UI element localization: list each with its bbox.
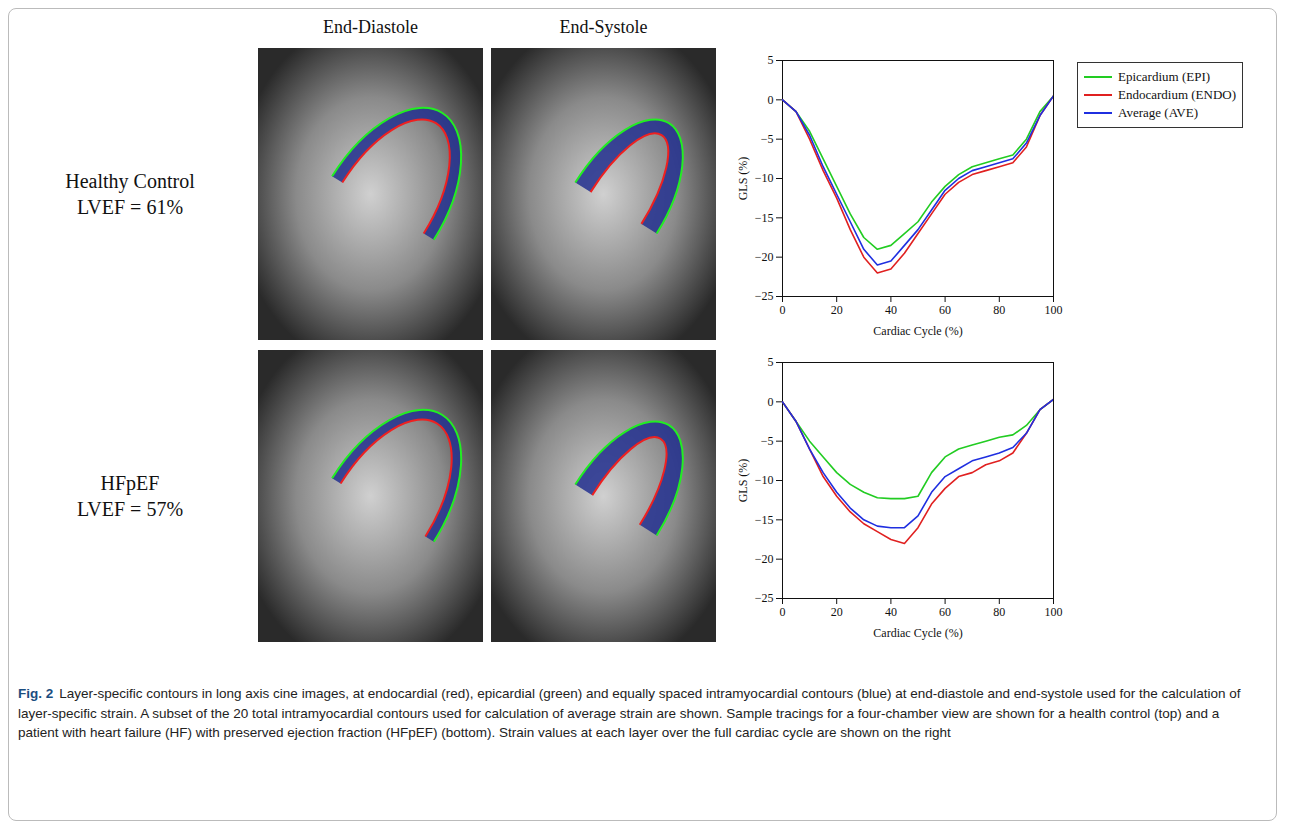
html-text:LVEF = 61%: LVEF = 61% (76, 196, 183, 218)
svg-text:−10: −10 (755, 473, 774, 487)
html-text:Endocardium (ENDO): Endocardium (ENDO) (1118, 87, 1237, 102)
svg-text:Cardiac Cycle (%): Cardiac Cycle (%) (873, 626, 962, 640)
html-text:Epicardium (EPI): Epicardium (EPI) (1118, 69, 1211, 84)
svg-text:80: 80 (993, 303, 1005, 317)
svg-text:0: 0 (768, 395, 774, 409)
svg-text:5: 5 (768, 355, 774, 369)
svg-text:60: 60 (939, 303, 951, 317)
svg-text:100: 100 (1045, 605, 1063, 619)
svg-text:−25: −25 (755, 591, 774, 605)
svg-text:−5: −5 (761, 132, 774, 146)
html-text:Average (AVE): Average (AVE) (1118, 105, 1198, 120)
html-text:End-Systole: End-Systole (559, 17, 648, 37)
svg-text:−5: −5 (761, 434, 774, 448)
svg-text:−10: −10 (755, 171, 774, 185)
html-text:HFpEF: HFpEF (100, 472, 160, 494)
svg-text:Cardiac Cycle (%): Cardiac Cycle (%) (873, 324, 962, 338)
svg-text:60: 60 (939, 605, 951, 619)
svg-text:−25: −25 (755, 289, 774, 303)
svg-text:100: 100 (1045, 303, 1063, 317)
svg-text:−15: −15 (755, 211, 774, 225)
html-text:LVEF = 57%: LVEF = 57% (76, 498, 183, 520)
html-text:End-Diastole: End-Diastole (323, 17, 418, 37)
svg-text:20: 20 (831, 605, 843, 619)
svg-text:GLS (%): GLS (%) (736, 157, 750, 201)
svg-text:40: 40 (885, 605, 897, 619)
svg-text:GLS (%): GLS (%) (736, 459, 750, 503)
html-text:Healthy Control: Healthy Control (65, 170, 195, 192)
svg-text:0: 0 (780, 605, 786, 619)
svg-text:80: 80 (993, 605, 1005, 619)
svg-text:40: 40 (885, 303, 897, 317)
svg-text:−20: −20 (755, 250, 774, 264)
svg-text:0: 0 (768, 93, 774, 107)
svg-text:−15: −15 (755, 513, 774, 527)
svg-text:−20: −20 (755, 552, 774, 566)
svg-text:5: 5 (768, 53, 774, 67)
svg-text:0: 0 (780, 303, 786, 317)
html-text:Fig. 2 Layer-specific contours: Fig. 2 Layer-specific contours in long a… (18, 686, 1241, 741)
svg-text:20: 20 (831, 303, 843, 317)
